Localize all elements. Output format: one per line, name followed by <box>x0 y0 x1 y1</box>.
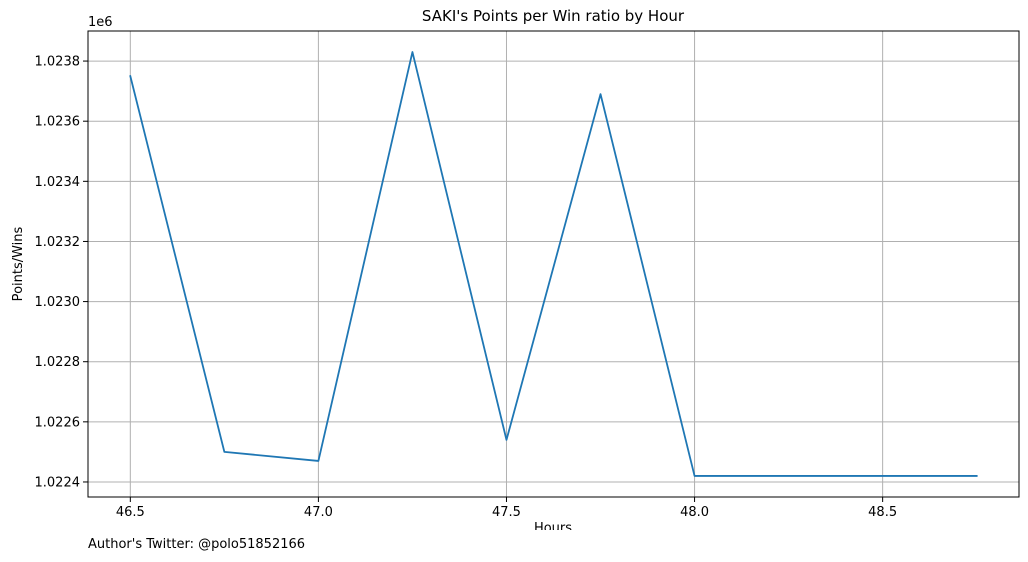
y-tick-label: 1.0228 <box>35 355 81 370</box>
x-tick-label: 47.0 <box>304 505 333 520</box>
y-tick-label: 1.0226 <box>35 415 81 430</box>
series-layer <box>129 51 978 477</box>
x-tick-label: 46.5 <box>116 505 145 520</box>
y-tick-label: 1.0238 <box>35 55 81 70</box>
series-line <box>129 51 978 477</box>
y-tick-label: 1.0236 <box>35 115 81 130</box>
x-tick-label: 48.0 <box>680 505 709 520</box>
y-tick-label: 1.0230 <box>35 295 81 310</box>
ticks: 46.5 47.0 47.5 48.0 48.5 1.0224 1.0226 1.0228 1.… <box>35 55 898 520</box>
spines <box>87 30 1020 498</box>
y-tick-label: 1.0232 <box>35 235 81 250</box>
y-tick-label: 1.0234 <box>35 175 81 190</box>
y-tick-label: 1.0224 <box>35 475 81 490</box>
plot-frame <box>87 30 1020 498</box>
chart-title: SAKI's Points per Win ratio by Hour <box>422 7 685 25</box>
x-axis-label: Hours <box>534 521 572 530</box>
grid-layer <box>88 31 1019 497</box>
y-axis-label: Points/Wins <box>11 226 26 301</box>
x-tick-label: 48.5 <box>868 505 897 520</box>
x-tick-label: 47.5 <box>492 505 521 520</box>
author-credit: Author's Twitter: @polo51852166 <box>88 537 306 552</box>
y-offset-label: 1e6 <box>88 15 113 30</box>
line-chart: 46.5 47.0 47.5 48.0 48.5 1.0224 1.0226 1.0228 1.… <box>11 7 1020 530</box>
